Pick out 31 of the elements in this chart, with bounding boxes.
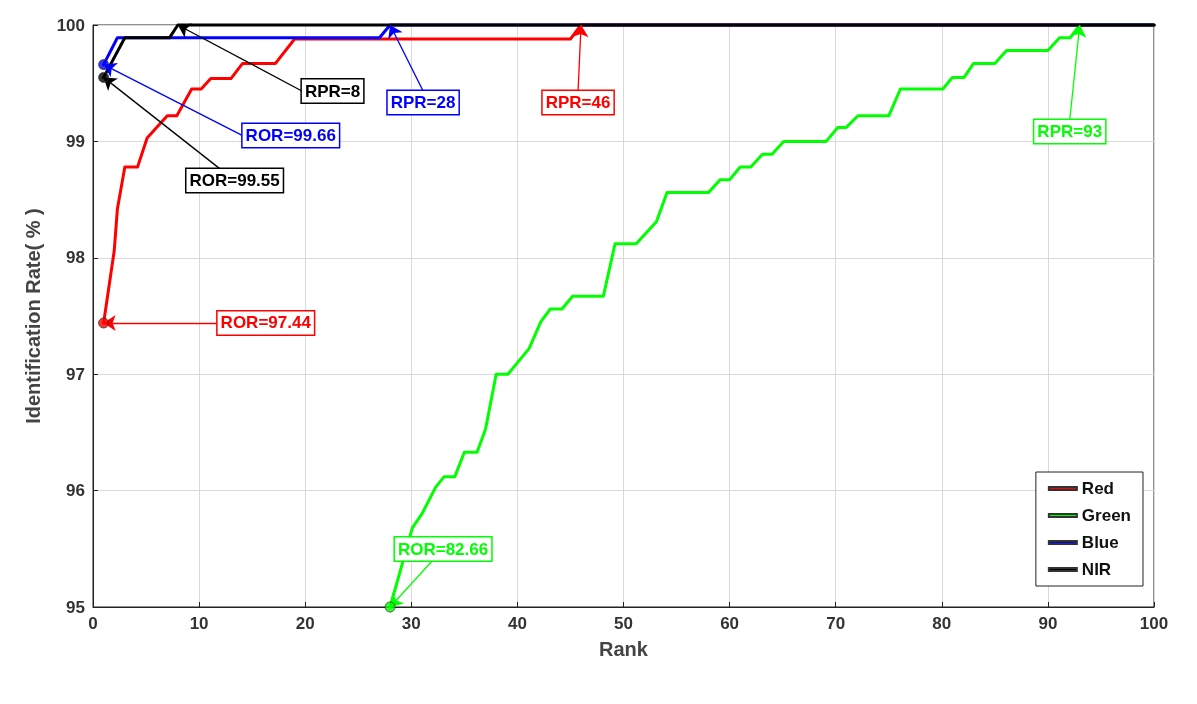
- y-axis-title: Identification Rate( % ): [22, 208, 44, 424]
- annotation: RPR=93: [1037, 122, 1103, 141]
- y-tick-label: 100: [56, 15, 85, 35]
- y-tick-label: 96: [66, 481, 85, 501]
- x-axis-title: Rank: [599, 638, 649, 660]
- x-tick-label: 50: [614, 614, 633, 633]
- annotation: RPR=46: [545, 93, 611, 112]
- x-tick-label: 80: [932, 614, 952, 633]
- legend-label: Blue: [1081, 533, 1119, 552]
- y-tick-label: 97: [66, 364, 85, 384]
- x-tick-label: 70: [826, 614, 846, 633]
- y-tick-label: 98: [66, 248, 85, 268]
- annotation: ROR=99.55: [189, 170, 280, 190]
- x-tick-label: 90: [1038, 614, 1058, 633]
- x-tick-label: 20: [295, 614, 315, 633]
- x-tick-label: 0: [88, 614, 98, 633]
- annotation: ROR=97.44: [220, 313, 312, 333]
- legend-label: NIR: [1081, 560, 1112, 579]
- x-tick-label: 10: [189, 614, 209, 633]
- y-tick-label: 95: [66, 597, 85, 617]
- x-tick-label: 60: [720, 614, 740, 633]
- x-tick-label: 40: [507, 614, 527, 633]
- y-tick-label: 99: [66, 131, 85, 151]
- annotation: RPR=8: [304, 81, 361, 101]
- legend-label: Green: [1081, 506, 1132, 525]
- annotation: ROR=82.66: [397, 539, 489, 559]
- x-tick-label: 100: [1139, 614, 1169, 633]
- x-tick-label: 30: [401, 614, 421, 633]
- annotation: RPR=28: [390, 93, 456, 112]
- legend-label: Red: [1081, 479, 1114, 498]
- annotation: ROR=99.66: [245, 126, 336, 146]
